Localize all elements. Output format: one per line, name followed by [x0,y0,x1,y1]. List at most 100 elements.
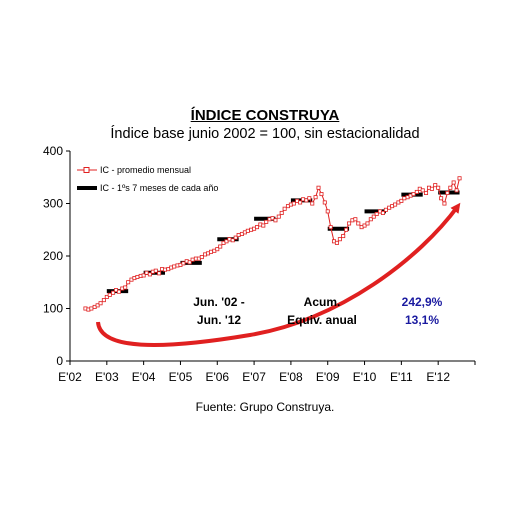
x-tick-label: E'03 [95,370,119,384]
monthly-point [424,190,429,195]
monthly-point [153,268,158,273]
annotation-period-line1: Jun. '02 - [193,295,245,309]
monthly-point [451,180,456,185]
monthly-point [187,260,192,265]
monthly-point [448,185,453,190]
monthly-point [98,301,103,306]
monthly-point [344,227,349,232]
monthly-point [190,257,195,262]
monthly-point [107,292,112,297]
monthly-point [276,214,281,219]
annotation-value-annual: 13,1% [405,313,439,327]
monthly-point [436,185,441,190]
monthly-point [313,195,318,200]
monthly-point [337,237,342,242]
monthly-point [273,218,278,223]
monthly-point [429,186,434,191]
monthly-point [334,240,339,245]
x-tick-label: E'06 [205,370,229,384]
series-monthly [83,176,462,312]
monthly-point [227,237,232,242]
monthly-point [162,267,167,272]
monthly-point [411,192,416,197]
monthly-point [135,274,140,279]
monthly-point [307,196,312,201]
annotation-label-line1: Acum. [304,295,341,309]
legend-label-annual: IC - 1ºs 7 meses de cada año [100,183,218,193]
monthly-point [383,207,388,212]
x-tick-label: E'10 [353,370,377,384]
growth-arrow [96,202,461,347]
x-tick-label: E'09 [316,370,340,384]
monthly-point [157,271,162,276]
x-axis-ticks: E'02 E'03 E'04 E'05 E'06 E'07 E'08 E'09 E'10 E'11… [58,361,476,384]
monthly-point [270,216,275,221]
monthly-point [439,196,444,201]
legend-item-monthly: IC - promedio mensual [77,165,191,175]
monthly-point [362,223,367,228]
y-tick-label: 400 [43,144,63,158]
monthly-point [420,188,425,193]
x-tick-label: E'07 [242,370,266,384]
monthly-point [101,298,106,303]
monthly-point [291,201,296,206]
monthly-point [298,200,303,205]
monthly-point [399,198,404,203]
monthly-point [95,303,100,308]
monthly-point [245,228,250,233]
monthly-point [209,249,214,254]
monthly-point [123,285,128,290]
monthly-point [457,176,462,181]
monthly-point [442,201,447,206]
annotations: Jun. '02 - Jun. '12 Acum. Equiv. anual 2… [193,295,442,327]
monthly-point [126,280,131,285]
monthly-point [218,244,223,249]
monthly-point [454,188,459,193]
monthly-point [328,225,333,230]
monthly-point [368,217,373,222]
monthly-point [356,221,361,226]
y-axis-ticks: 0 100 200 300 400 [43,144,70,368]
monthly-point [116,289,121,294]
legend: IC - promedio mensual IC - 1ºs 7 meses d… [77,165,218,193]
monthly-point [144,270,149,275]
chart-source: Fuente: Grupo Construya. [195,400,335,414]
monthly-point [374,211,379,216]
x-tick-label: E'02 [58,370,82,384]
x-tick-label: E'08 [279,370,303,384]
chart-subtitle: Índice base junio 2002 = 100, sin estaci… [110,126,420,142]
monthly-point [341,234,346,239]
monthly-point [371,214,376,219]
monthly-point [261,223,266,228]
monthly-point [224,239,229,244]
monthly-point [301,197,306,202]
monthly-point [322,200,327,205]
monthly-point [181,261,186,266]
x-tick-label: E'11 [390,370,413,384]
x-tick-label: E'04 [132,370,156,384]
monthly-point [347,221,352,226]
monthly-point [264,219,269,224]
monthly-point [89,306,94,311]
monthly-point [279,210,284,215]
monthly-point [230,238,235,243]
monthly-point [433,183,438,188]
y-tick-label: 200 [43,249,63,263]
monthly-point [393,202,398,207]
monthly-point [365,221,370,226]
y-tick-label: 300 [43,197,63,211]
monthly-point [319,192,324,197]
monthly-point [304,198,309,203]
monthly-point [310,201,315,206]
legend-label-monthly: IC - promedio mensual [100,165,191,175]
monthly-point [316,185,321,190]
monthly-point [147,272,152,277]
annotation-label-line2: Equiv. anual [287,313,357,327]
monthly-point [282,206,287,211]
monthly-point [445,190,450,195]
monthly-point [325,209,330,214]
monthly-point [255,225,260,230]
monthly-point [414,189,419,194]
monthly-point [215,247,220,252]
